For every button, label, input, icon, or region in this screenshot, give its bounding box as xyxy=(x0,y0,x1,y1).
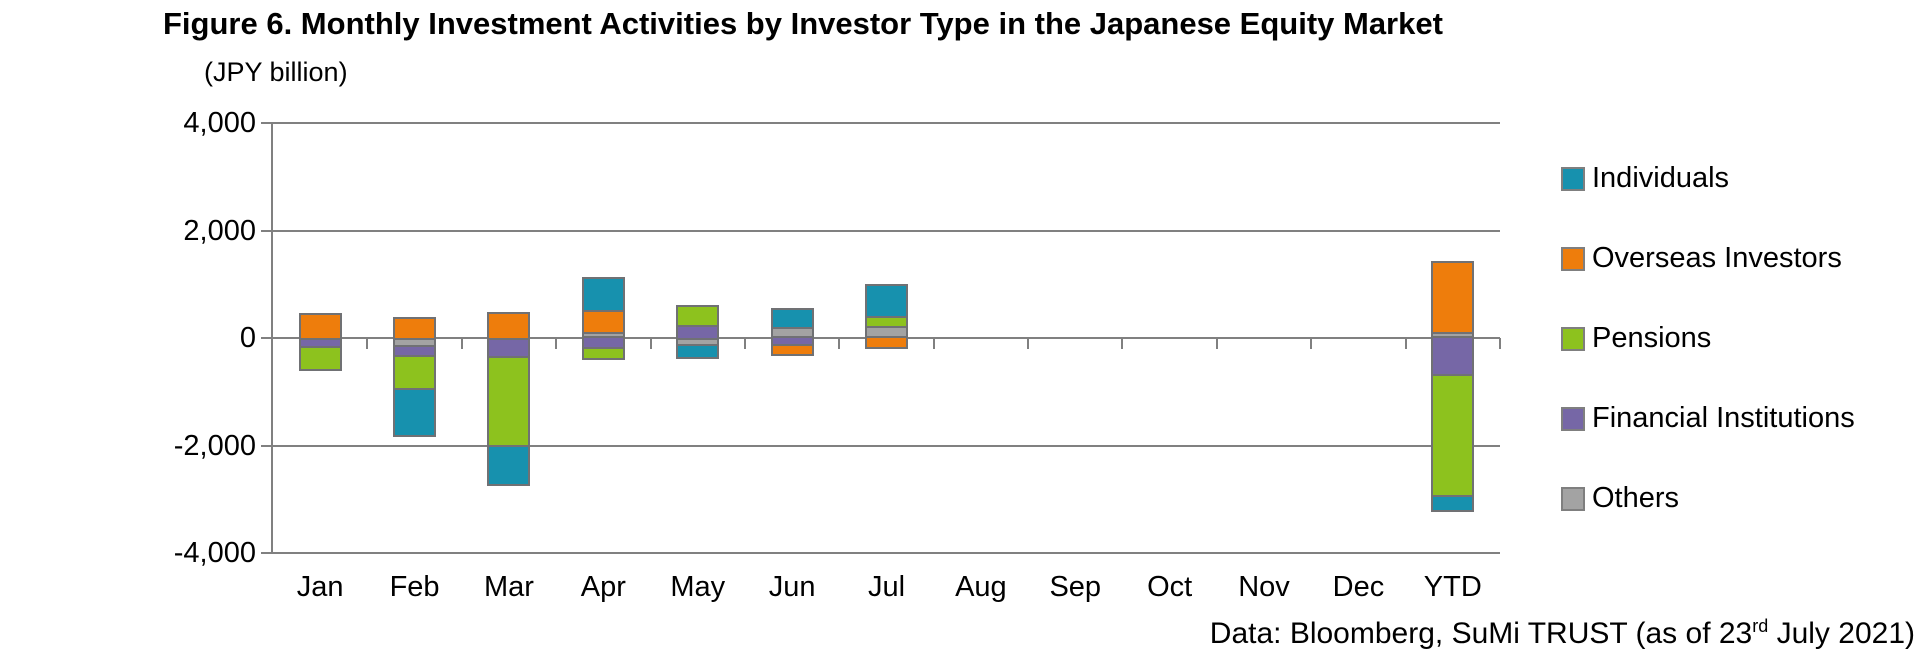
bar-segment xyxy=(581,346,625,360)
legend-marker-icon xyxy=(1561,407,1585,431)
legend-label: Financial Institutions xyxy=(1592,402,1855,434)
y-axis-label: -4,000 xyxy=(173,537,256,569)
bar-segment xyxy=(865,283,908,319)
x-axis-label: Aug xyxy=(955,571,1007,603)
x-axis-tick xyxy=(743,338,746,349)
x-axis-tick xyxy=(1215,338,1218,349)
bar-segment xyxy=(393,354,437,393)
bar-segment xyxy=(770,344,814,357)
x-axis-tick xyxy=(838,338,841,349)
data-source-text: Data: Bloomberg, SuMi TRUST (as of 23 xyxy=(1209,617,1753,650)
bar-segment xyxy=(581,277,625,313)
legend-marker-icon xyxy=(1561,487,1585,511)
x-axis-label: Apr xyxy=(580,571,626,603)
x-axis-tick xyxy=(555,338,558,349)
legend-label: Individuals xyxy=(1592,162,1730,194)
legend-label: Overseas Investors xyxy=(1592,242,1842,274)
bar-segment xyxy=(1431,336,1475,378)
x-axis-label: Nov xyxy=(1238,571,1290,603)
bar-segment xyxy=(865,336,908,349)
y-axis-label: 0 xyxy=(239,322,256,354)
x-axis-label: Oct xyxy=(1147,571,1193,603)
bar-segment xyxy=(1431,260,1475,334)
gridline xyxy=(273,444,1500,447)
data-source-text-suffix: July 2021) xyxy=(1768,617,1915,650)
x-axis-label: Sep xyxy=(1049,571,1102,603)
legend-marker-icon xyxy=(1561,327,1585,351)
y-axis-tick xyxy=(261,229,273,232)
y-axis-tick xyxy=(261,122,273,124)
bar-segment xyxy=(1431,494,1475,512)
x-axis-tick xyxy=(1499,338,1501,349)
chart-title: Figure 6. Monthly Investment Activities … xyxy=(163,6,1443,41)
bar-segment xyxy=(676,344,720,359)
x-axis-tick xyxy=(460,338,463,349)
y-axis-tick xyxy=(261,444,273,447)
data-source-superscript: rd xyxy=(1752,616,1769,636)
bar-segment xyxy=(393,317,437,340)
bar-segment xyxy=(487,444,531,486)
bar-segment xyxy=(298,345,342,372)
y-axis-label: -2,000 xyxy=(173,429,256,462)
bar-segment xyxy=(393,388,437,437)
bar-segment xyxy=(770,308,814,329)
gridline xyxy=(273,229,1500,232)
x-axis-tick xyxy=(1027,338,1030,349)
y-axis-label: 4,000 xyxy=(183,107,256,139)
x-axis-label: Jul xyxy=(867,571,906,603)
bar-segment xyxy=(581,308,625,334)
legend-marker-icon xyxy=(1561,247,1585,271)
x-axis-label: Jan xyxy=(296,571,344,603)
y-axis-label: 2,000 xyxy=(183,214,256,247)
y-axis-tick xyxy=(261,337,273,339)
x-axis-label: May xyxy=(670,571,726,603)
legend-label: Others xyxy=(1592,482,1680,514)
bar-segment xyxy=(676,305,720,327)
x-axis-tick xyxy=(1121,338,1124,349)
x-axis-tick xyxy=(1404,338,1407,349)
bar-segment xyxy=(487,356,531,449)
bar-segment xyxy=(298,313,342,340)
x-axis-tick xyxy=(366,338,369,349)
x-axis-tick xyxy=(1310,338,1313,349)
x-axis-label: Jun xyxy=(768,571,816,603)
x-axis-tick xyxy=(649,338,652,349)
data-source-note: Data: Bloomberg, SuMi TRUST (as of 23rd … xyxy=(1210,616,1915,651)
x-axis-label: YTD xyxy=(1423,571,1482,603)
legend-marker-icon xyxy=(1561,167,1585,191)
x-axis-label: Feb xyxy=(389,571,440,603)
x-axis-label: Mar xyxy=(483,571,534,603)
x-axis-label: Dec xyxy=(1332,571,1385,603)
gridline xyxy=(273,552,1500,554)
y-axis-units-label: (JPY billion) xyxy=(204,57,348,87)
bar-segment xyxy=(487,311,531,340)
x-axis-tick xyxy=(932,338,935,349)
legend-label: Pensions xyxy=(1592,322,1712,354)
gridline xyxy=(273,122,1500,124)
bar-segment xyxy=(487,336,531,361)
y-axis-line xyxy=(271,123,273,553)
y-axis-tick xyxy=(261,552,273,554)
bar-segment xyxy=(1431,373,1475,499)
